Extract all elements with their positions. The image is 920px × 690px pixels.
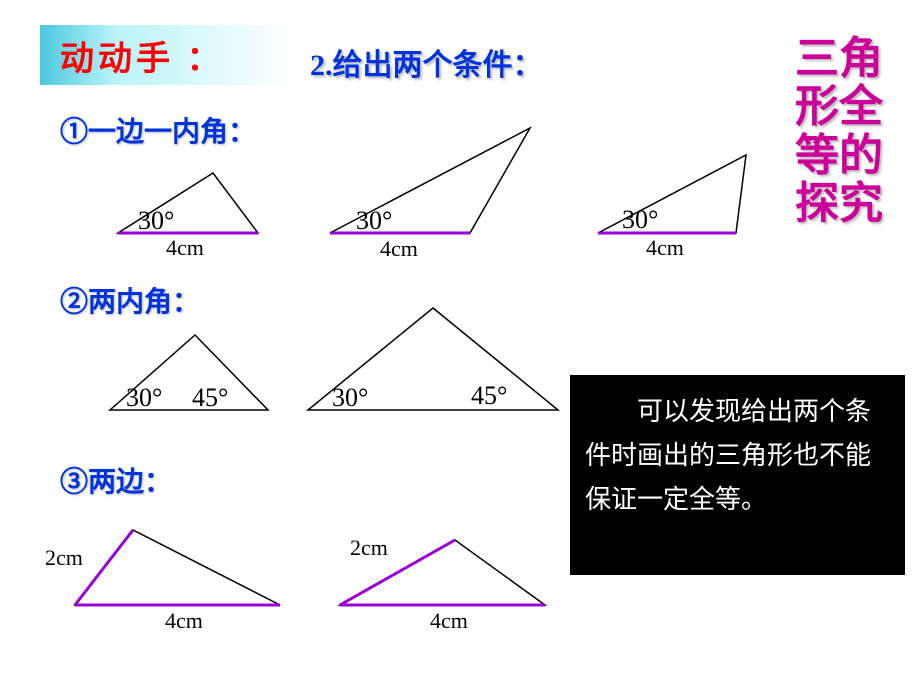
angle-label: 45° (471, 381, 507, 411)
side-label: 2cm (45, 545, 83, 571)
angle-label: 30° (126, 383, 162, 413)
angle-label: 30° (332, 383, 368, 413)
side-label: 4cm (165, 608, 203, 634)
triangle: 30° 4cm (330, 128, 630, 283)
triangle: 2cm 4cm (75, 530, 375, 685)
side-label: 4cm (430, 608, 468, 634)
main-title: 动动手 ： (60, 31, 225, 80)
side-label: 4cm (380, 236, 418, 262)
angle-label: 30° (356, 206, 392, 236)
condition-title: 2.给出两个条件： (310, 40, 543, 84)
title-box: 动动手 ： (40, 25, 290, 85)
triangle: 30° 4cm (598, 155, 898, 310)
angle-label: 30° (622, 205, 658, 235)
side-label: 4cm (646, 235, 684, 261)
conclusion-text: 可以发现给出两个条件时画出的三角形也不能保证一定全等。 (585, 397, 871, 514)
heading-2: ②两内角： (60, 280, 200, 320)
angle-label: 30° (138, 206, 174, 236)
angle-label: 45° (192, 383, 228, 413)
side-label: 4cm (166, 235, 204, 261)
heading-1: ①一边一内角： (60, 110, 256, 150)
heading-3: ③两边： (60, 460, 172, 500)
conclusion-box: 可以发现给出两个条件时画出的三角形也不能保证一定全等。 (570, 375, 905, 575)
side-label: 2cm (350, 535, 388, 561)
